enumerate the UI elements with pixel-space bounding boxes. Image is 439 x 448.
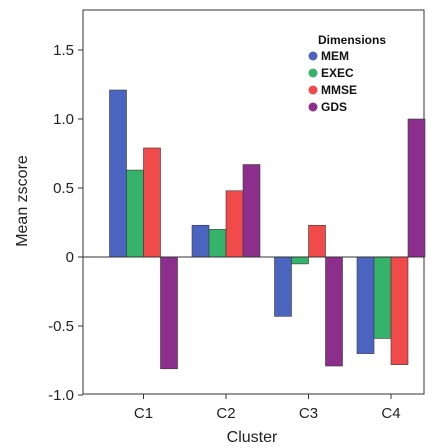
y-tick-label: 0 xyxy=(66,249,74,266)
bar-gds-c3 xyxy=(325,256,343,367)
legend-label: MEM xyxy=(321,49,349,63)
bar-mmse-c4 xyxy=(390,256,409,365)
x-axis-title: Cluster xyxy=(227,429,278,446)
bar-mmse-c2 xyxy=(225,190,244,258)
legend-label: GDS xyxy=(321,100,347,114)
bar-exec-c2 xyxy=(208,229,227,258)
bar-exec-c4 xyxy=(373,256,392,339)
legend-label: EXEC xyxy=(321,66,354,80)
legend-label: MMSE xyxy=(321,83,357,97)
bar-mem-c4 xyxy=(356,256,375,354)
y-axis-title: Mean zscore xyxy=(14,155,31,247)
x-tick-label: C1 xyxy=(134,405,153,422)
bar-mmse-c3 xyxy=(308,224,326,258)
x-tick-label: C4 xyxy=(381,405,400,422)
y-tick-label: -0.5 xyxy=(48,318,74,335)
bar-mem-c2 xyxy=(191,224,210,258)
bar-exec-c1 xyxy=(126,169,144,258)
y-axis: -1.0 -0.5 0 0.5 1.0 1.5 xyxy=(48,42,83,404)
y-tick-label: -1.0 xyxy=(48,387,74,404)
legend-marker xyxy=(308,51,318,61)
bar-gds-c4 xyxy=(407,118,426,258)
x-axis: C1 C2 C3 C4 xyxy=(134,394,401,422)
x-tick-label: C2 xyxy=(216,405,235,422)
bar-gds-c1 xyxy=(160,256,178,370)
legend-title: Dimensions xyxy=(318,33,386,47)
legend-marker xyxy=(308,68,318,78)
bars xyxy=(109,89,426,370)
y-tick-label: 1.0 xyxy=(53,111,74,128)
y-tick-label: 1.5 xyxy=(53,42,74,59)
x-tick-label: C3 xyxy=(299,405,318,422)
legend: Dimensions MEM EXEC MMSE GDS xyxy=(308,33,386,114)
bar-mem-c1 xyxy=(109,89,127,258)
bar-exec-c3 xyxy=(291,256,309,265)
y-tick-label: 0.5 xyxy=(53,180,74,197)
bar-mmse-c1 xyxy=(143,147,161,258)
legend-marker xyxy=(308,102,318,112)
bar-gds-c2 xyxy=(242,164,261,258)
legend-marker xyxy=(308,85,318,95)
bar-mem-c3 xyxy=(274,256,292,317)
